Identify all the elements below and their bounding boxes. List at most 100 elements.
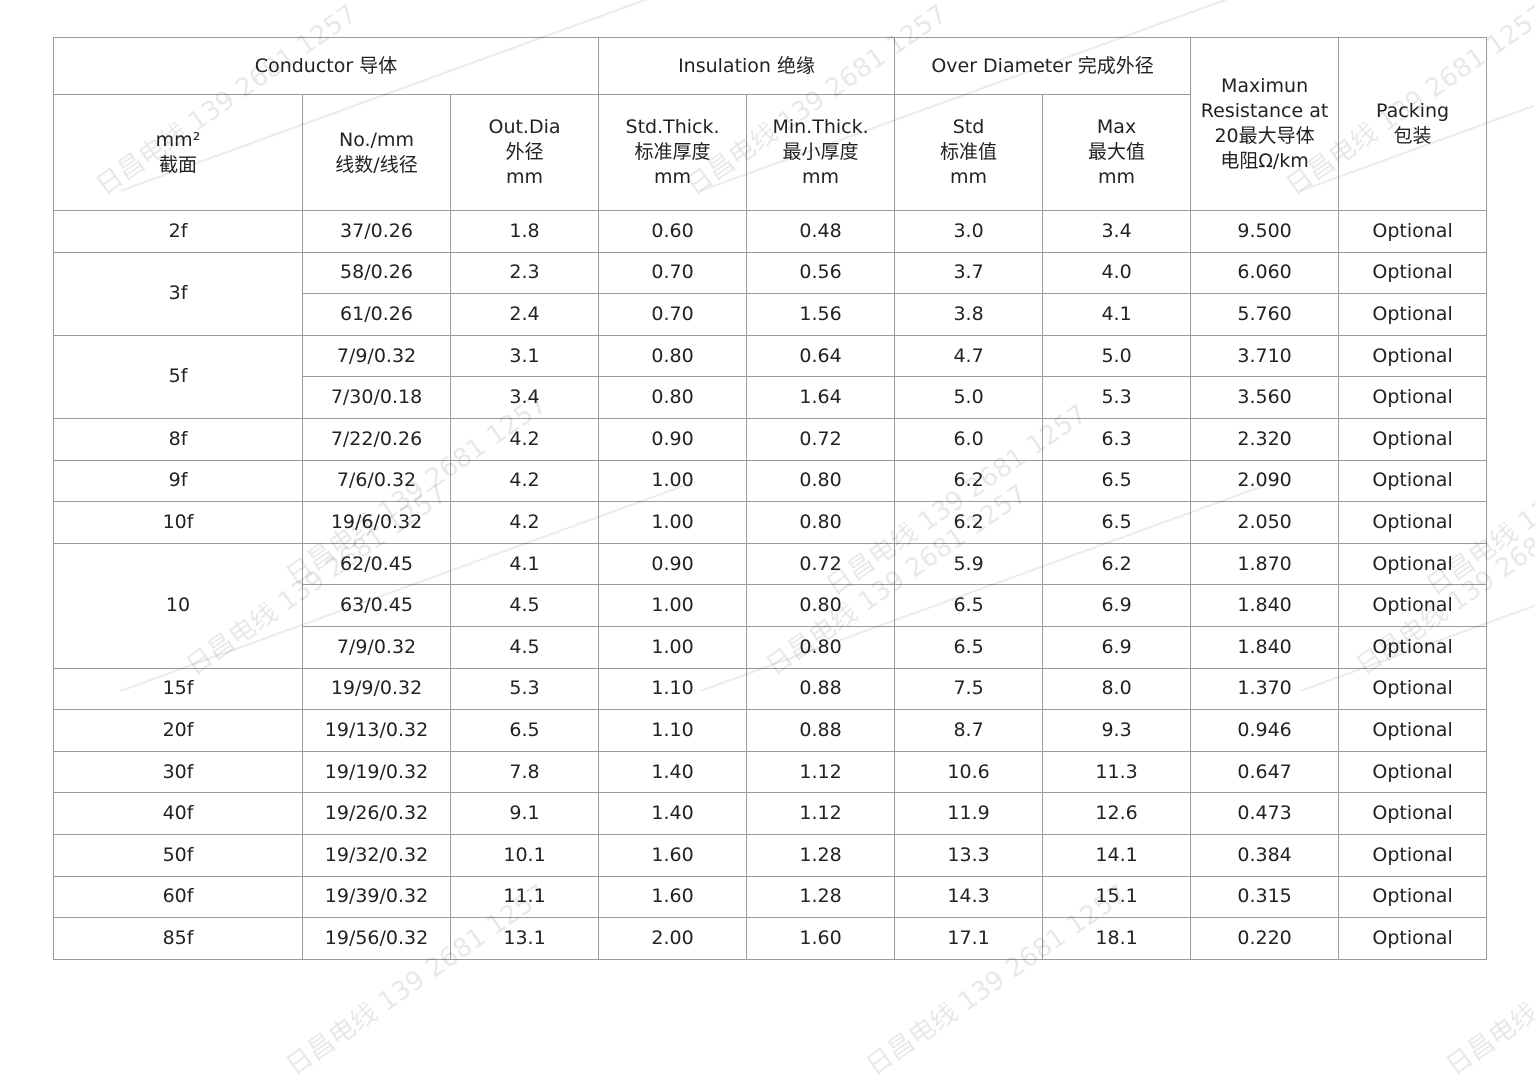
- cell-strands: 7/30/0.18: [302, 376, 451, 419]
- cell-std-thick: 1.00: [598, 584, 748, 627]
- cell-resistance: 2.320: [1190, 417, 1340, 461]
- cell-od-max: 11.3: [1042, 750, 1192, 794]
- cell-min-thick: 0.80: [746, 625, 896, 669]
- cell-packing: Optional: [1338, 542, 1488, 586]
- cell-resistance: 0.647: [1190, 750, 1340, 794]
- cell-size: 30f: [53, 750, 303, 794]
- cell-out-dia: 10.1: [449, 833, 600, 877]
- cell-resistance: 0.220: [1190, 917, 1340, 960]
- cell-od-std: 13.3: [894, 833, 1044, 877]
- cell-std-thick: 0.70: [598, 251, 748, 295]
- cell-od-std: 6.5: [894, 584, 1044, 627]
- header-conductor: Conductor 导体: [52, 37, 600, 95]
- cell-strands: 7/6/0.32: [302, 459, 451, 503]
- cell-od-max: 9.3: [1042, 709, 1192, 752]
- cell-resistance: 2.090: [1190, 459, 1340, 503]
- cell-min-thick: 0.88: [746, 709, 896, 752]
- header-out-dia: Out.Dia 外径 mm: [449, 94, 600, 211]
- cell-packing: Optional: [1338, 792, 1488, 835]
- table-row: 9f 7/6/0.32 4.2 1.00 0.80 6.2 6.5 2.090 Optional: [53, 459, 1488, 503]
- cell-strands: 19/6/0.32: [302, 501, 451, 544]
- cell-min-thick: 1.60: [746, 917, 896, 960]
- cell-od-std: 3.0: [894, 210, 1044, 253]
- cell-od-max: 6.5: [1042, 501, 1192, 544]
- cell-std-thick: 1.10: [598, 667, 748, 711]
- cell-size: 10f: [53, 501, 303, 544]
- header-min-thick: Min.Thick. 最小厚度 mm: [746, 94, 896, 211]
- cell-min-thick: 1.64: [746, 376, 896, 419]
- cell-od-std: 10.6: [894, 750, 1044, 794]
- cell-strands: 19/32/0.32: [302, 833, 451, 877]
- cell-out-dia: 4.2: [449, 417, 600, 461]
- cell-out-dia: 2.3: [449, 251, 600, 295]
- cell-size: 40f: [53, 792, 303, 835]
- cell-std-thick: 1.40: [598, 792, 748, 835]
- cell-min-thick: 0.80: [746, 584, 896, 627]
- cell-resistance: 6.060: [1190, 251, 1340, 295]
- cell-od-std: 6.2: [894, 459, 1044, 503]
- cell-od-max: 4.0: [1042, 251, 1192, 295]
- cell-od-std: 6.2: [894, 501, 1044, 544]
- cell-od-max: 14.1: [1042, 833, 1192, 877]
- cell-strands: 19/26/0.32: [302, 792, 451, 835]
- cell-packing: Optional: [1338, 376, 1488, 419]
- cell-od-max: 8.0: [1042, 667, 1192, 711]
- cell-std-thick: 0.90: [598, 417, 748, 461]
- table-row: 15f 19/9/0.32 5.3 1.10 0.88 7.5 8.0 1.370 Option…: [53, 667, 1488, 711]
- cell-out-dia: 3.1: [449, 334, 600, 378]
- cell-min-thick: 1.56: [746, 293, 896, 336]
- cell-out-dia: 3.4: [449, 376, 600, 419]
- cell-size: 10: [53, 542, 303, 669]
- cell-strands: 19/13/0.32: [302, 709, 451, 752]
- table-row: 63/0.45 4.5 1.00 0.80 6.5 6.9 1.840 Optional: [54, 584, 1488, 627]
- cell-min-thick: 0.64: [746, 334, 896, 378]
- cell-std-thick: 2.00: [598, 917, 748, 960]
- table-row: 2f 37/0.26 1.8 0.60 0.48 3.0 3.4 9.500 Optional: [53, 210, 1488, 253]
- cell-std-thick: 1.00: [598, 625, 748, 669]
- cell-out-dia: 9.1: [449, 792, 600, 835]
- cell-out-dia: 11.1: [449, 875, 600, 919]
- cell-od-std: 3.8: [894, 293, 1044, 336]
- header-od-std: Std 标准值 mm: [894, 94, 1044, 211]
- table-row: 61/0.26 2.4 0.70 1.56 3.8 4.1 5.760 Optional: [54, 293, 1488, 336]
- header-resistance: Maximun Resistance at 20最大导体 电阻Ω/km: [1190, 37, 1340, 211]
- cell-packing: Optional: [1338, 750, 1488, 794]
- cell-od-std: 8.7: [894, 709, 1044, 752]
- header-std-thick: Std.Thick. 标准厚度 mm: [598, 94, 748, 211]
- cell-std-thick: 1.00: [598, 501, 748, 544]
- cell-min-thick: 0.88: [746, 667, 896, 711]
- cell-od-max: 3.4: [1042, 210, 1192, 253]
- cell-resistance: 0.384: [1190, 833, 1340, 877]
- cell-resistance: 3.710: [1190, 334, 1340, 378]
- cell-min-thick: 1.12: [746, 750, 896, 794]
- cell-resistance: 1.840: [1190, 625, 1340, 669]
- cell-strands: 37/0.26: [302, 210, 451, 253]
- cell-out-dia: 4.2: [449, 501, 600, 544]
- cell-size: 20f: [53, 709, 303, 752]
- cell-size: 5f: [53, 334, 303, 419]
- cell-out-dia: 4.5: [449, 625, 600, 669]
- cell-od-max: 18.1: [1042, 917, 1192, 960]
- cell-out-dia: 13.1: [449, 917, 600, 960]
- cell-resistance: 1.370: [1190, 667, 1340, 711]
- cell-resistance: 2.050: [1190, 501, 1340, 544]
- cell-min-thick: 1.28: [746, 875, 896, 919]
- cell-packing: Optional: [1338, 501, 1488, 544]
- table-row: 60f 19/39/0.32 11.1 1.60 1.28 14.3 15.1 0.315 Op…: [53, 875, 1488, 919]
- cell-min-thick: 1.28: [746, 833, 896, 877]
- cell-size: 3f: [53, 251, 303, 336]
- cell-od-max: 5.0: [1042, 334, 1192, 378]
- cell-strands: 19/9/0.32: [302, 667, 451, 711]
- cell-packing: Optional: [1338, 667, 1488, 711]
- cell-std-thick: 0.70: [598, 293, 748, 336]
- cell-resistance: 1.840: [1190, 584, 1340, 627]
- cell-std-thick: 1.10: [598, 709, 748, 752]
- table-row: 8f 7/22/0.26 4.2 0.90 0.72 6.0 6.3 2.320 Optiona…: [53, 417, 1488, 461]
- cell-size: 60f: [53, 875, 303, 919]
- cell-min-thick: 0.56: [746, 251, 896, 295]
- cell-packing: Optional: [1338, 210, 1488, 253]
- cell-od-std: 3.7: [894, 251, 1044, 295]
- cell-size: 50f: [53, 833, 303, 877]
- cell-od-max: 6.5: [1042, 459, 1192, 503]
- cell-resistance: 3.560: [1190, 376, 1340, 419]
